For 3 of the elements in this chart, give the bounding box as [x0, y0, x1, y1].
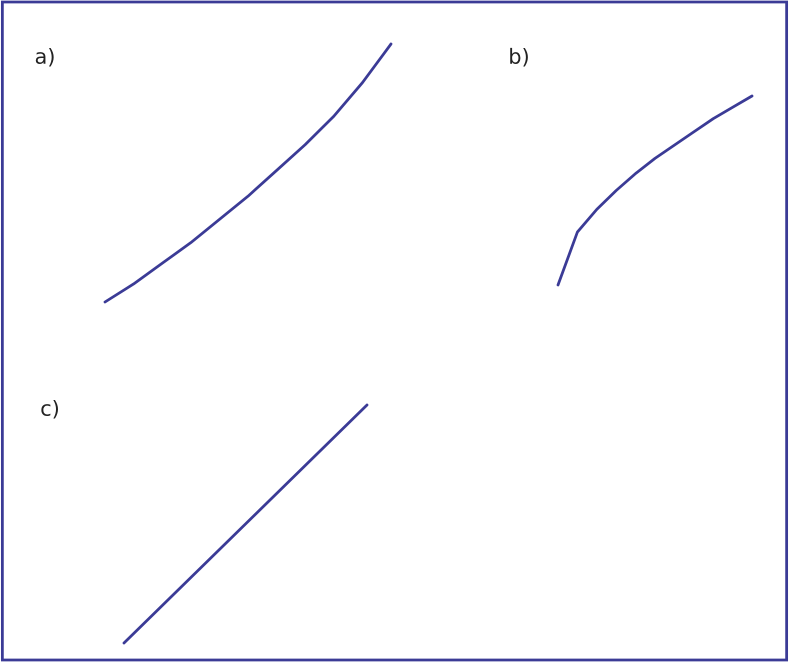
chart-title: a) [36, 48, 54, 66]
chart-title: c) [41, 400, 58, 418]
chart-title: b) [510, 48, 528, 66]
